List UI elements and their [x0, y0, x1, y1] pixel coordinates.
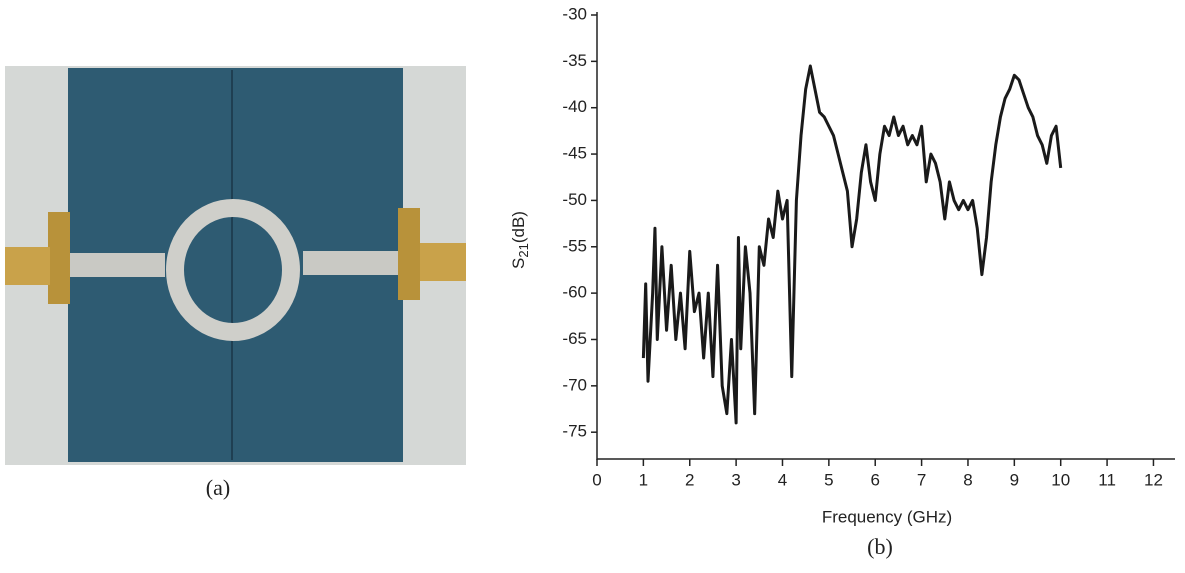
y-tick-label: -45 [562, 144, 587, 163]
y-tick-label: -55 [562, 236, 587, 255]
y-tick-label: -40 [562, 97, 587, 116]
caption: (b) [867, 534, 893, 559]
y-tick-label: -35 [562, 51, 587, 70]
photo [5, 66, 466, 465]
y-axis-title: S21(dB) [509, 211, 531, 269]
y-tick-label: -75 [562, 422, 587, 441]
x-tick-label: 12 [1144, 470, 1163, 489]
x-tick-label: 10 [1051, 470, 1070, 489]
y-title-sub: 21 [516, 243, 531, 257]
x-axis-title: Frequency (GHz) [822, 507, 952, 526]
y-tick-label: -60 [562, 283, 587, 302]
y-title-unit: (dB) [509, 211, 528, 243]
x-tick-label: 8 [963, 470, 972, 489]
x-tick-label: 6 [870, 470, 879, 489]
y-tick-label: -50 [562, 190, 587, 209]
y-tick-label: -70 [562, 375, 587, 394]
x-tick-label: 5 [824, 470, 833, 489]
y-title-main: S [509, 258, 528, 269]
x-tick-label: 11 [1098, 470, 1116, 489]
x-tick-label: 9 [1010, 470, 1019, 489]
y-tick-label: -30 [562, 4, 587, 23]
x-tick-label: 3 [731, 470, 740, 489]
data-line [641, 64, 1063, 425]
x-tick-label: 4 [778, 470, 787, 489]
caption: (a) [206, 475, 230, 500]
x-tick-label: 7 [917, 470, 926, 489]
y-tick-label: -65 [562, 329, 587, 348]
x-tick-label: 0 [592, 470, 601, 489]
x-tick-label: 2 [685, 470, 694, 489]
x-tick-label: 1 [639, 470, 648, 489]
